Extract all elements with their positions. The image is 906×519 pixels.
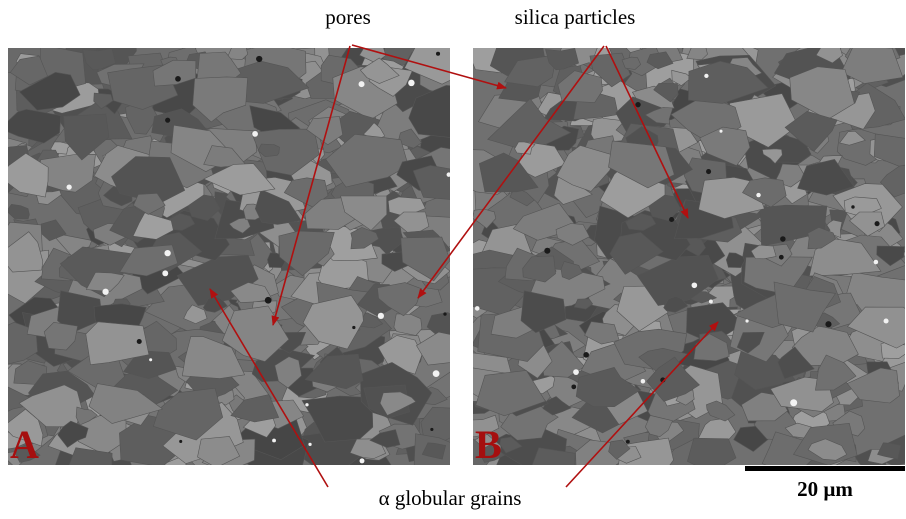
particle <box>175 76 181 82</box>
particle <box>102 289 108 295</box>
grain <box>687 438 736 473</box>
particle <box>779 255 784 260</box>
particle <box>165 118 170 123</box>
particle <box>874 260 879 265</box>
particle <box>669 217 674 222</box>
annotation: pores <box>325 5 371 29</box>
particle <box>430 428 433 431</box>
scale-bar <box>745 466 905 471</box>
particle <box>443 312 446 315</box>
particle <box>252 131 258 137</box>
particle <box>745 319 748 322</box>
particle <box>704 74 708 78</box>
particle <box>571 384 576 389</box>
particle <box>706 169 711 174</box>
panel-label: A <box>10 422 39 467</box>
particle <box>626 440 630 444</box>
particle <box>709 300 713 304</box>
particle <box>149 358 152 361</box>
micrograph-a <box>0 16 488 488</box>
page: A B pores silica particles α globular gr… <box>0 0 906 519</box>
scale-bar-label: 20 µm <box>797 477 853 501</box>
particle <box>756 193 760 197</box>
particle <box>875 221 880 226</box>
particle <box>583 352 589 358</box>
particle <box>378 313 384 319</box>
annotation: silica particles <box>515 5 636 29</box>
particle <box>256 56 262 62</box>
particle <box>265 297 272 304</box>
particle <box>436 52 440 56</box>
particle <box>162 270 168 276</box>
particle <box>272 439 276 443</box>
particle <box>408 80 414 86</box>
particle <box>544 248 550 254</box>
particle <box>179 440 182 443</box>
particle <box>305 403 308 406</box>
figure: A B pores silica particles α globular gr… <box>0 0 906 519</box>
particle <box>137 339 142 344</box>
particle <box>447 172 451 176</box>
particle <box>475 306 480 311</box>
particle <box>851 205 854 208</box>
particle <box>719 130 722 133</box>
particle <box>780 236 786 242</box>
particle <box>573 369 579 375</box>
particle <box>433 370 440 377</box>
grain <box>414 434 475 481</box>
annotation: α globular grains <box>379 486 522 510</box>
particle <box>360 458 365 463</box>
particle <box>692 282 698 288</box>
particle <box>67 184 72 189</box>
particle <box>641 379 646 384</box>
grain <box>69 448 112 482</box>
particle <box>825 321 831 327</box>
grain <box>687 44 708 60</box>
particle <box>635 102 640 107</box>
particle <box>308 443 311 446</box>
grain <box>227 44 248 60</box>
panel-label: B <box>475 422 502 467</box>
micrograph-b <box>434 31 906 482</box>
particle <box>790 399 797 406</box>
particle <box>164 250 170 256</box>
particle <box>884 319 889 324</box>
grain <box>532 448 575 482</box>
particle <box>352 326 355 329</box>
particle <box>359 81 365 87</box>
